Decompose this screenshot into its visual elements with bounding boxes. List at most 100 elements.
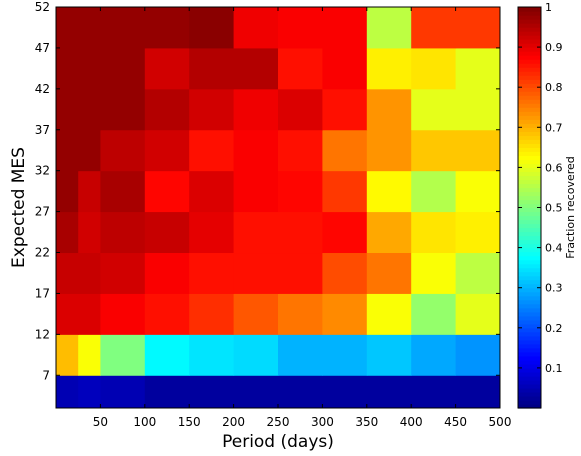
heatmap-cell <box>56 211 79 254</box>
heatmap-cell <box>144 170 190 213</box>
y-tick-label: 27 <box>35 205 50 219</box>
heatmap-cell <box>322 252 368 294</box>
colorbar-strip <box>518 183 541 189</box>
heatmap-cell <box>233 293 279 335</box>
heatmap-cell <box>366 129 412 172</box>
colorbar-strip <box>518 199 541 205</box>
colorbar-tick-label: 0.3 <box>545 282 563 295</box>
colorbar-strip <box>518 215 541 221</box>
colorbar-strip <box>518 139 541 144</box>
heatmap-cell <box>189 47 235 90</box>
x-tick-label: 250 <box>267 415 290 429</box>
heatmap-cell <box>366 170 412 213</box>
heatmap-cell <box>455 375 501 409</box>
colorbar-strip <box>518 331 541 337</box>
colorbar-tick-label: 1 <box>545 1 552 14</box>
heatmap-cell <box>455 211 501 254</box>
heatmap-cell <box>189 252 235 294</box>
colorbar-strip <box>518 287 541 293</box>
heatmap-cell <box>189 211 235 254</box>
colorbar-label: Fraction recovered <box>564 156 577 259</box>
colorbar-strip <box>518 203 541 209</box>
colorbar-strip <box>518 7 541 12</box>
heatmap-cell <box>366 334 412 376</box>
heatmap-cell <box>78 334 101 376</box>
heatmap-cell <box>278 129 323 172</box>
heatmap-cell <box>100 7 146 49</box>
colorbar-strip <box>518 391 541 397</box>
x-axis-ticks: 50 100 150 200 250 300 350 400 450 500 <box>93 7 511 429</box>
heatmap-cell <box>322 47 368 90</box>
heatmap-cell <box>78 170 101 213</box>
heatmap-cell <box>56 88 79 131</box>
heatmap-cell <box>100 334 146 376</box>
heatmap-cell <box>278 293 323 335</box>
colorbar-strip <box>518 107 541 112</box>
heatmap-cell <box>144 88 190 131</box>
colorbar-strip <box>518 111 541 116</box>
heatmap-cell <box>189 334 235 376</box>
colorbar-strip <box>518 191 541 197</box>
heatmap-cell <box>56 293 79 335</box>
heatmap-cell <box>189 88 235 131</box>
colorbar-strip <box>518 99 541 104</box>
heatmap-cell <box>100 129 146 172</box>
colorbar-strip <box>518 247 541 253</box>
colorbar-strip <box>518 303 541 309</box>
heatmap-cell <box>100 293 146 335</box>
y-tick-label: 22 <box>35 246 50 260</box>
heatmap-cells <box>56 7 501 409</box>
colorbar-strip <box>518 371 541 377</box>
colorbar-tick-label: 0.6 <box>545 161 563 174</box>
y-tick-label: 42 <box>35 82 50 96</box>
heatmap-cell <box>322 170 368 213</box>
colorbar-strip <box>518 291 541 297</box>
colorbar-strip <box>518 387 541 393</box>
colorbar-strip <box>518 59 541 64</box>
heatmap-cell <box>411 47 457 90</box>
colorbar-tick-label: 0.9 <box>545 41 563 54</box>
heatmap-cell <box>411 211 457 254</box>
colorbar-strip <box>518 163 541 168</box>
y-tick-label: 47 <box>35 41 50 55</box>
colorbar-strip <box>518 83 541 88</box>
heatmap-cell <box>144 7 190 49</box>
colorbar-strip <box>518 147 541 152</box>
colorbar-strip <box>518 395 541 401</box>
heatmap-cell <box>322 211 368 254</box>
heatmap-cell <box>233 170 279 213</box>
heatmap-cell <box>322 334 368 376</box>
colorbar-strip <box>518 311 541 317</box>
heatmap-cell <box>411 129 457 172</box>
heatmap-cell <box>322 375 368 409</box>
colorbar-strip <box>518 35 541 40</box>
heatmap-cell <box>278 334 323 376</box>
y-tick-label: 37 <box>35 123 50 137</box>
colorbar-strip <box>518 63 541 68</box>
heatmap-cell <box>233 88 279 131</box>
heatmap-cell <box>278 47 323 90</box>
colorbar-strip <box>518 375 541 381</box>
heatmap-cell <box>189 170 235 213</box>
heatmap-cell <box>233 7 279 49</box>
heatmap-cell <box>233 47 279 90</box>
colorbar-strip <box>518 255 541 261</box>
heatmap-cell <box>78 7 101 49</box>
colorbar-strip <box>518 227 541 233</box>
heatmap-cell <box>144 252 190 294</box>
heatmap-cell <box>189 7 235 49</box>
colorbar-strip <box>518 339 541 345</box>
heatmap-cell <box>56 375 79 409</box>
colorbar-strip <box>518 67 541 72</box>
colorbar-strip <box>518 127 541 132</box>
colorbar-strip <box>518 115 541 120</box>
heatmap-cell <box>455 293 501 335</box>
colorbar-strip <box>518 219 541 225</box>
y-axis-label: Expected MES <box>9 147 29 268</box>
heatmap-cell <box>366 252 412 294</box>
heatmap-cell <box>322 7 368 49</box>
heatmap-cell <box>411 7 457 49</box>
heatmap-cell <box>366 88 412 131</box>
colorbar-strip <box>518 51 541 56</box>
